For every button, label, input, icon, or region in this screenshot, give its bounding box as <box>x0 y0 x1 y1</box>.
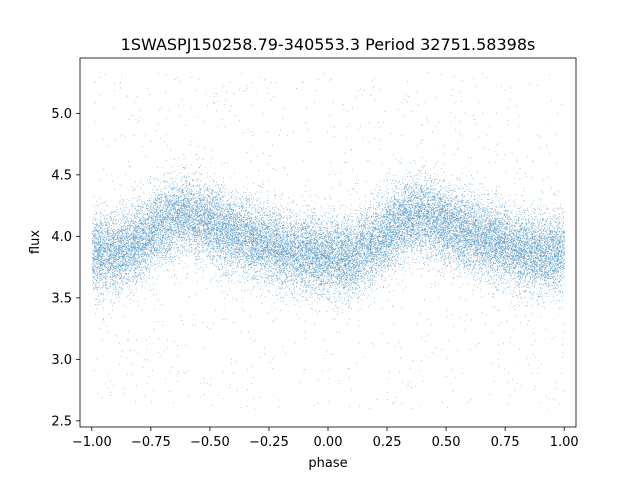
x-tick-label: −0.25 <box>249 435 289 450</box>
x-tick-label: 0.50 <box>432 435 461 450</box>
y-axis-label: flux <box>28 230 43 254</box>
x-tick-label: 0.75 <box>491 435 520 450</box>
y-tick-label: 4.5 <box>51 168 72 183</box>
x-tick-label: 1.00 <box>550 435 579 450</box>
x-tick-label: 0.25 <box>373 435 402 450</box>
chart-title: 1SWASPJ150258.79-340553.3 Period 32751.5… <box>121 35 536 54</box>
y-tick-label: 3.0 <box>51 353 72 368</box>
y-tick-label: 4.0 <box>51 230 72 245</box>
x-axis-label: phase <box>308 456 347 471</box>
scatter-series <box>91 72 565 409</box>
x-tick-label: −1.00 <box>72 435 112 450</box>
y-tick-label: 3.5 <box>51 291 72 306</box>
y-tick-label: 5.0 <box>51 107 72 122</box>
y-tick-label: 2.5 <box>51 414 72 429</box>
x-axis: −1.00 −0.75 −0.50 −0.25 0.00 0.25 0.50 0.75 1.00 <box>72 427 579 450</box>
data-points <box>91 72 565 409</box>
x-tick-label: −0.75 <box>131 435 171 450</box>
x-tick-label: −0.50 <box>190 435 230 450</box>
x-tick-label: 0.00 <box>314 435 343 450</box>
y-axis: 2.5 3.0 3.5 4.0 4.5 5.0 <box>51 107 80 429</box>
